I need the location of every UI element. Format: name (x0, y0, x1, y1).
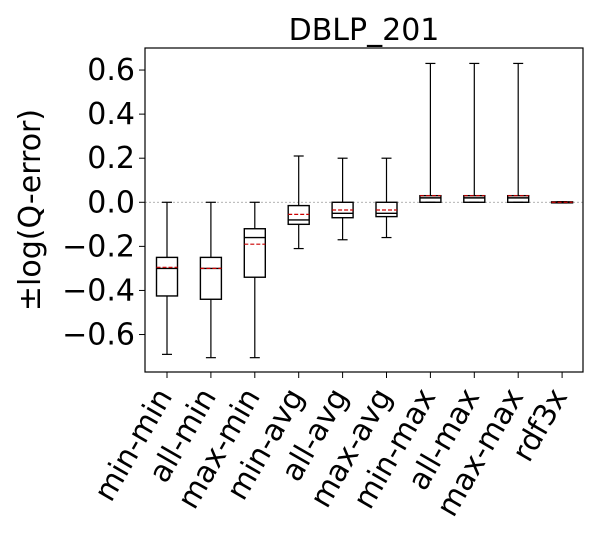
box-iqr (419, 194, 442, 203)
plot-frame (144, 47, 584, 373)
y-tick-label: 0.4 (87, 97, 135, 132)
y-tick-label: 0.2 (87, 141, 135, 176)
box-all-min (199, 201, 223, 359)
chart-title: DBLP_201 (289, 13, 440, 48)
x-axis: min-minall-minmax-minmin-avgall-avgmax-a… (88, 372, 575, 523)
y-tick-label: 0.0 (87, 185, 135, 220)
box-max-max (507, 62, 530, 203)
box-layer (155, 62, 574, 359)
box-min-avg (287, 155, 310, 250)
box-iqr (463, 194, 486, 203)
y-tick-label: −0.2 (62, 229, 135, 264)
box-max-avg (375, 157, 398, 239)
box-max-min (243, 201, 267, 359)
box-iqr (155, 256, 179, 297)
box-rdf3x (550, 201, 574, 204)
box-all-avg (331, 157, 354, 241)
y-tick-label: −0.6 (62, 318, 135, 353)
y-axis: −0.6 −0.4 −0.2 0.0 0.2 0.4 0.6 (62, 53, 145, 353)
y-tick-label: 0.6 (87, 53, 135, 88)
box-all-max (463, 62, 486, 203)
box-iqr (243, 228, 267, 278)
y-tick-label: −0.4 (62, 273, 135, 308)
box-min-max (419, 62, 442, 203)
y-axis-label: ±log(Q-error) (13, 109, 48, 311)
box-iqr (507, 194, 530, 203)
box-iqr (199, 256, 223, 300)
box-min-min (155, 201, 179, 355)
